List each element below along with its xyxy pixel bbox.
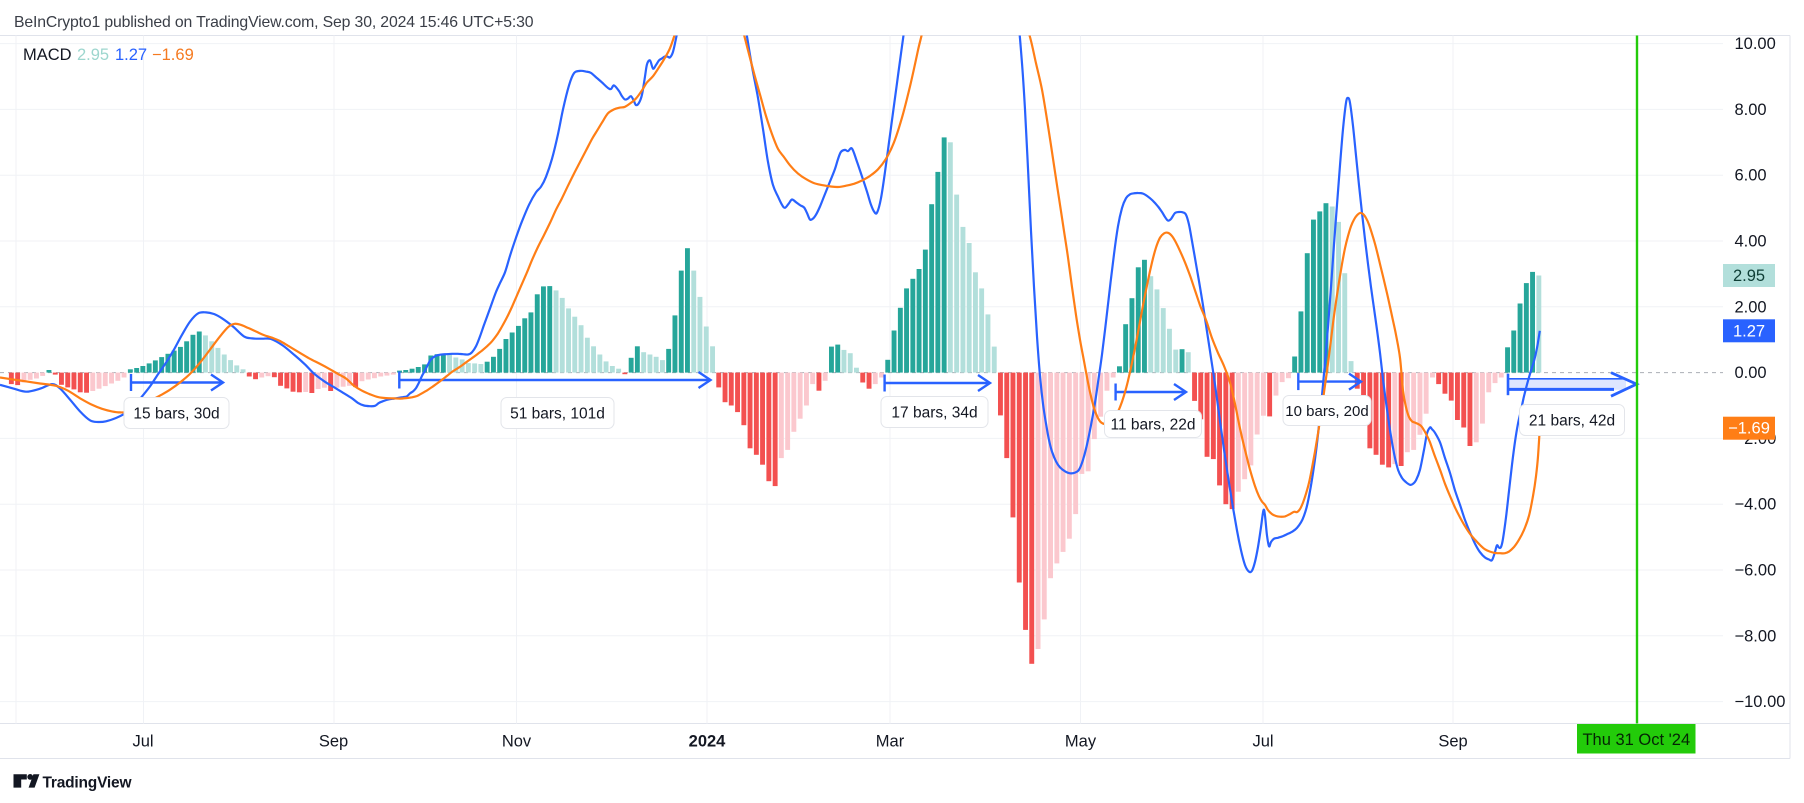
svg-text:51 bars, 101d: 51 bars, 101d (510, 406, 605, 423)
svg-text:4.00: 4.00 (1735, 233, 1767, 251)
svg-text:Jul: Jul (132, 733, 153, 751)
svg-text:15 bars, 30d: 15 bars, 30d (133, 406, 219, 423)
svg-text:17 bars, 34d: 17 bars, 34d (891, 405, 977, 422)
svg-text:1.27: 1.27 (1733, 322, 1765, 340)
svg-text:Nov: Nov (502, 733, 532, 751)
svg-text:−1.69: −1.69 (152, 46, 194, 64)
svg-text:May: May (1065, 733, 1097, 751)
svg-text:TradingView: TradingView (43, 775, 133, 792)
svg-text:2.95: 2.95 (77, 46, 109, 64)
svg-text:−10.00: −10.00 (1735, 693, 1786, 711)
svg-text:Sep: Sep (319, 733, 348, 751)
svg-text:6.00: 6.00 (1735, 167, 1767, 185)
svg-text:8.00: 8.00 (1735, 101, 1767, 119)
svg-text:1.27: 1.27 (115, 46, 147, 64)
svg-text:Mar: Mar (876, 733, 905, 751)
svg-text:2.00: 2.00 (1735, 298, 1767, 316)
svg-text:Sep: Sep (1438, 733, 1467, 751)
svg-text:−8.00: −8.00 (1735, 627, 1777, 645)
svg-text:0.00: 0.00 (1735, 364, 1767, 382)
svg-text:2.95: 2.95 (1733, 267, 1765, 285)
svg-text:Thu 31 Oct '24: Thu 31 Oct '24 (1582, 731, 1690, 749)
svg-text:10.00: 10.00 (1735, 35, 1776, 53)
svg-text:−1.69: −1.69 (1728, 420, 1770, 438)
svg-text:MACD: MACD (23, 46, 72, 64)
svg-text:BeInCrypto1 published on Tradi: BeInCrypto1 published on TradingView.com… (14, 14, 534, 31)
svg-text:10 bars, 20d: 10 bars, 20d (1285, 403, 1368, 420)
svg-text:−6.00: −6.00 (1735, 562, 1777, 580)
svg-text:−4.00: −4.00 (1735, 496, 1777, 514)
svg-text:11 bars, 22d: 11 bars, 22d (1110, 417, 1195, 434)
svg-text:2024: 2024 (689, 733, 727, 751)
svg-text:Jul: Jul (1252, 733, 1273, 751)
svg-text:21 bars, 42d: 21 bars, 42d (1529, 413, 1615, 430)
